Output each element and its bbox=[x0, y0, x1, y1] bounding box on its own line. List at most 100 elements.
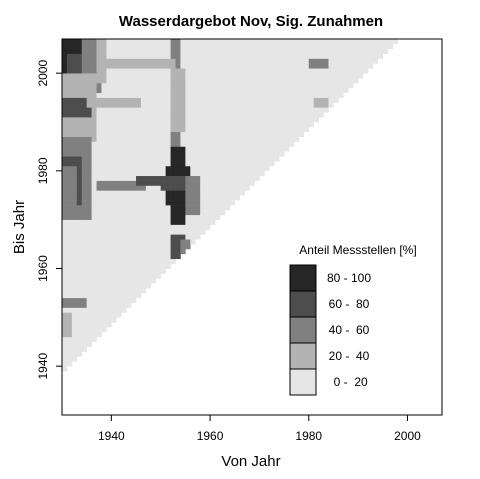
heatmap-cell bbox=[180, 117, 186, 123]
heatmap-cell bbox=[106, 234, 112, 240]
heatmap-cell bbox=[81, 288, 87, 294]
heatmap-cell bbox=[313, 43, 319, 50]
heatmap-cell bbox=[145, 48, 152, 54]
heatmap-cell bbox=[229, 126, 236, 133]
heatmap-cell bbox=[62, 205, 68, 211]
heatmap-cell bbox=[86, 297, 92, 303]
heatmap-cell bbox=[131, 224, 137, 230]
heatmap-cell bbox=[96, 307, 102, 313]
heatmap-cell bbox=[259, 87, 265, 94]
heatmap-cell bbox=[293, 39, 300, 45]
heatmap-cell bbox=[71, 117, 78, 123]
heatmap-cell bbox=[91, 302, 97, 308]
heatmap-cell bbox=[224, 97, 231, 103]
heatmap-cell bbox=[180, 209, 186, 216]
heatmap-cell bbox=[62, 97, 68, 103]
heatmap-cell bbox=[190, 131, 196, 137]
heatmap-cell bbox=[106, 297, 112, 303]
heatmap-cell bbox=[170, 92, 176, 98]
heatmap-cell bbox=[293, 92, 300, 98]
heatmap-cell bbox=[131, 185, 137, 191]
heatmap-cell bbox=[200, 165, 206, 172]
heatmap-cell bbox=[318, 68, 324, 74]
heatmap-cell bbox=[185, 224, 191, 230]
heatmap-cell bbox=[254, 117, 260, 123]
heatmap-cell bbox=[116, 53, 122, 59]
heatmap-cell bbox=[66, 341, 73, 347]
heatmap-cell bbox=[205, 161, 211, 167]
heatmap-cell bbox=[136, 268, 142, 274]
heatmap-cell bbox=[76, 336, 83, 343]
heatmap-cell bbox=[264, 48, 270, 54]
heatmap-cell bbox=[249, 165, 255, 172]
heatmap-cell bbox=[140, 63, 147, 69]
heatmap-cell bbox=[249, 73, 255, 79]
heatmap-cell bbox=[62, 258, 68, 264]
heatmap-cell bbox=[274, 63, 280, 69]
heatmap-cell bbox=[219, 53, 226, 59]
heatmap-cell bbox=[219, 146, 226, 152]
heatmap-cell bbox=[210, 87, 216, 94]
heatmap-cell bbox=[279, 43, 285, 50]
heatmap-cell bbox=[175, 170, 181, 177]
heatmap-cell bbox=[318, 112, 324, 118]
heatmap-cell bbox=[116, 63, 122, 69]
heatmap-cell bbox=[180, 248, 186, 255]
heatmap-cell bbox=[126, 131, 132, 137]
heatmap-cell bbox=[140, 219, 147, 225]
heatmap-cell bbox=[328, 102, 334, 108]
heatmap-cell bbox=[91, 68, 97, 74]
heatmap-cell bbox=[150, 131, 157, 137]
heatmap-cell bbox=[200, 73, 206, 79]
heatmap-cell bbox=[155, 107, 162, 113]
heatmap-cell bbox=[219, 136, 226, 142]
legend-label: 0 - 20 bbox=[330, 375, 368, 389]
heatmap-cell bbox=[62, 48, 68, 54]
heatmap-cell bbox=[175, 248, 181, 255]
heatmap-cell bbox=[180, 165, 186, 172]
heatmap-cell bbox=[81, 165, 87, 172]
heatmap-cell bbox=[289, 136, 295, 142]
heatmap-cell bbox=[155, 97, 162, 103]
heatmap-cell bbox=[126, 195, 132, 201]
heatmap-cell bbox=[244, 117, 250, 123]
heatmap-cell bbox=[284, 78, 290, 84]
heatmap-cell bbox=[106, 39, 112, 45]
heatmap-cell bbox=[239, 73, 245, 79]
heatmap-cell bbox=[214, 209, 221, 216]
heatmap-cell bbox=[185, 63, 191, 69]
heatmap-cell bbox=[165, 151, 171, 157]
heatmap-cell bbox=[229, 43, 236, 50]
heatmap-cell bbox=[239, 78, 245, 84]
heatmap-cell bbox=[145, 122, 152, 128]
heatmap-cell bbox=[66, 317, 73, 323]
heatmap-cell bbox=[76, 112, 83, 118]
heatmap-cell bbox=[180, 224, 186, 230]
heatmap-cell bbox=[180, 102, 186, 108]
heatmap-cell bbox=[254, 73, 260, 79]
heatmap-cell bbox=[136, 278, 142, 284]
heatmap-cell bbox=[121, 234, 127, 240]
heatmap-cell bbox=[81, 317, 87, 323]
heatmap-cell bbox=[76, 185, 83, 191]
heatmap-cell bbox=[62, 366, 68, 372]
heatmap-cell bbox=[200, 117, 206, 123]
heatmap-cell bbox=[145, 112, 152, 118]
heatmap-cell bbox=[244, 131, 250, 137]
heatmap-cell bbox=[76, 190, 83, 196]
heatmap-cell bbox=[145, 170, 152, 177]
heatmap-cell bbox=[96, 39, 102, 45]
heatmap-cell bbox=[136, 175, 142, 181]
heatmap-cell bbox=[175, 39, 181, 45]
heatmap-cell bbox=[214, 63, 221, 69]
heatmap-cell bbox=[136, 146, 142, 152]
heatmap-cell bbox=[150, 92, 157, 98]
heatmap-cell bbox=[155, 161, 162, 167]
heatmap-cell bbox=[308, 87, 314, 94]
heatmap-cell bbox=[81, 117, 87, 123]
heatmap-cell bbox=[269, 117, 275, 123]
heatmap-cell bbox=[180, 97, 186, 103]
heatmap-cell bbox=[219, 92, 226, 98]
heatmap-cell bbox=[81, 307, 87, 313]
heatmap-cell bbox=[259, 48, 265, 54]
